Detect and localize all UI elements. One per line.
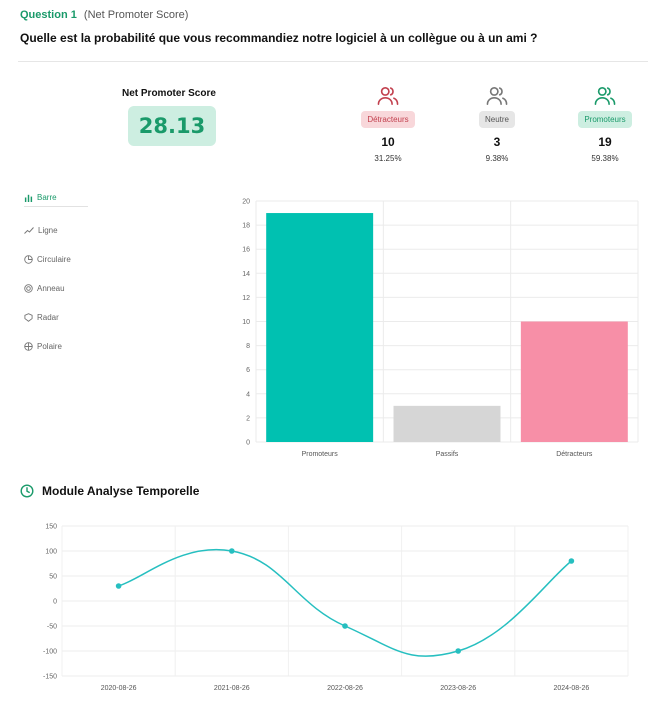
timeline-section-title: Module Analyse Temporelle (20, 484, 199, 498)
radar-chart-icon (24, 313, 33, 322)
y-tick-label: -100 (43, 649, 57, 656)
donut-chart-icon (24, 284, 33, 293)
x-tick-label: 2023-08-26 (440, 685, 476, 692)
y-tick-label: 14 (242, 271, 250, 278)
clock-icon (20, 484, 34, 498)
y-tick-label: 18 (242, 223, 250, 230)
data-point (455, 648, 462, 654)
category-count: 19 (598, 135, 612, 149)
category-count: 10 (381, 135, 395, 149)
menu-label: Barre (37, 192, 57, 202)
category-detracteurs: Détracteurs 10 31.25% (348, 86, 428, 163)
bar (520, 321, 628, 442)
y-tick-label: 0 (246, 440, 250, 447)
users-icon (486, 87, 508, 105)
users-icon (594, 87, 616, 105)
data-point (568, 558, 575, 564)
question-type: (Net Promoter Score) (83, 9, 189, 21)
y-tick-label: 2 (246, 415, 250, 422)
category-label: Détracteurs (361, 111, 415, 128)
section-title-text: Module Analyse Temporelle (42, 484, 200, 498)
category-count: 3 (493, 135, 501, 149)
y-tick-label: 6 (246, 367, 250, 374)
y-tick-label: 100 (45, 549, 57, 556)
data-point (229, 548, 235, 554)
chart-type-bar[interactable]: Barre (24, 188, 88, 207)
bar-chart-icon (24, 194, 33, 202)
category-percent: 31.25% (374, 154, 402, 163)
category-promoteurs: Promoteurs 19 59.38% (565, 86, 645, 163)
x-tick-label: 2021-08-26 (214, 685, 250, 692)
menu-label: Anneau (37, 284, 65, 293)
x-tick-label: 2020-08-26 (101, 685, 137, 692)
y-tick-label: 4 (246, 391, 250, 398)
series-line (118, 548, 572, 657)
nps-score: 28.13 (128, 106, 216, 146)
x-tick-label: Passifs (436, 451, 459, 458)
x-tick-label: Détracteurs (556, 451, 593, 458)
y-tick-label: 16 (242, 247, 250, 254)
y-tick-label: 150 (45, 524, 57, 531)
users-icon (377, 87, 399, 105)
chart-type-donut[interactable]: Anneau (24, 274, 88, 303)
menu-label: Ligne (38, 226, 58, 235)
chart-type-polar[interactable]: Polaire (24, 332, 88, 361)
menu-label: Radar (37, 313, 59, 322)
y-tick-label: 12 (242, 295, 250, 302)
bar-chart: 0 2 4 6 8 10 12 14 16 18 20 Promoteurs Passifs Détrac… (242, 199, 639, 458)
menu-label: Circulaire (37, 255, 71, 264)
bar (266, 213, 374, 442)
category-percent: 59.38% (591, 154, 619, 163)
chart-type-line[interactable]: Ligne (24, 216, 88, 245)
category-label: Promoteurs (578, 111, 632, 128)
x-tick-label: Promoteurs (302, 451, 339, 458)
divider (18, 61, 648, 62)
nps-title: Net Promoter Score (122, 88, 216, 99)
y-tick-label: 20 (242, 199, 250, 206)
data-point (115, 583, 122, 589)
y-tick-label: -150 (43, 674, 57, 681)
chart-type-menu: Barre Ligne Circulaire Anneau Radar Pola… (24, 188, 88, 361)
y-tick-label: 0 (53, 599, 57, 606)
question-header: Question 1 (Net Promoter Score) (20, 9, 188, 21)
chart-type-pie[interactable]: Circulaire (24, 245, 88, 274)
menu-label: Polaire (37, 342, 62, 351)
line-chart: -150 -100 -50 0 50 100 150 2020-08-26 2021-08-26… (43, 524, 629, 692)
bar (393, 405, 501, 442)
y-tick-label: -50 (47, 624, 57, 631)
y-tick-label: 8 (246, 343, 250, 350)
question-text: Quelle est la probabilité que vous recom… (20, 31, 538, 45)
y-tick-label: 50 (49, 574, 57, 581)
category-label: Neutre (478, 111, 515, 128)
pie-chart-icon (24, 255, 33, 264)
data-point (342, 623, 348, 629)
category-percent: 9.38% (485, 154, 509, 163)
question-number: Question 1 (20, 9, 77, 21)
x-tick-label: 2022-08-26 (327, 685, 363, 692)
x-tick-label: 2024-08-26 (553, 685, 589, 692)
polar-chart-icon (24, 342, 33, 351)
line-chart-icon (24, 227, 34, 234)
chart-type-radar[interactable]: Radar (24, 303, 88, 332)
y-tick-label: 10 (242, 319, 250, 326)
category-neutre: Neutre 3 9.38% (457, 86, 537, 163)
